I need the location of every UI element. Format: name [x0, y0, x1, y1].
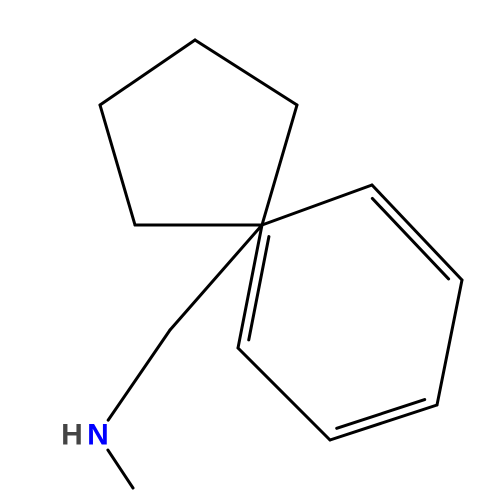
- bond: [100, 105, 135, 225]
- bond: [262, 105, 297, 225]
- bond: [170, 225, 262, 330]
- bond: [372, 185, 462, 280]
- bond: [238, 348, 330, 440]
- bond: [108, 450, 133, 488]
- bond: [249, 237, 269, 340]
- bond: [108, 330, 170, 420]
- bond: [262, 185, 372, 225]
- molecule-canvas: NH: [0, 0, 500, 500]
- bond: [330, 405, 437, 440]
- atom-label-h: H: [61, 419, 83, 452]
- bond: [437, 280, 462, 405]
- bond: [195, 40, 297, 105]
- atom-label-n: N: [87, 419, 109, 452]
- bond: [372, 198, 448, 278]
- bond: [100, 40, 195, 105]
